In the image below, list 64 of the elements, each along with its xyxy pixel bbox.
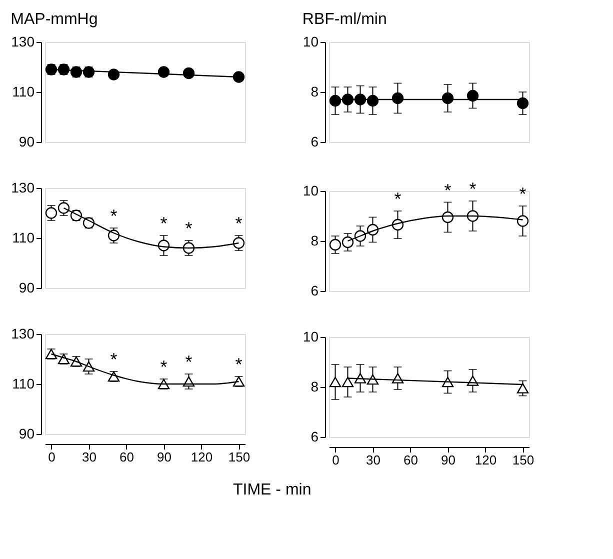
y-tick-label: 10	[302, 328, 319, 344]
annotation: *	[160, 214, 168, 234]
annotation: *	[185, 218, 192, 238]
y-tick-label: 110	[12, 230, 35, 246]
y-tick-label: 8	[310, 232, 319, 248]
annotation: *	[185, 352, 192, 372]
y-tick-label: 6	[310, 134, 319, 150]
point	[329, 94, 342, 107]
point	[516, 97, 529, 110]
x-tick-label: 150	[228, 450, 250, 464]
y-tick-label: 6	[310, 428, 319, 444]
point	[108, 68, 120, 80]
point	[329, 376, 342, 388]
y-tick-label: 8	[310, 84, 319, 100]
point	[342, 94, 354, 106]
x-tick-label: 120	[190, 450, 213, 464]
x-tick-label: 30	[366, 452, 380, 468]
y-tick-label: 110	[12, 84, 35, 100]
point	[232, 71, 245, 83]
x-tick-label: 120	[474, 452, 497, 468]
point	[442, 92, 454, 104]
point	[45, 207, 58, 219]
x-tick-label: 60	[120, 450, 134, 464]
point	[182, 67, 195, 80]
point	[366, 94, 379, 107]
point	[516, 383, 529, 394]
point	[158, 66, 170, 78]
annotation: *	[235, 214, 242, 234]
x-tick-label: 0	[332, 452, 340, 468]
y-tick-label: 90	[18, 280, 35, 296]
point	[516, 215, 529, 227]
y-tick-label: 6	[310, 282, 319, 298]
chart-title: RBF-ml/min	[302, 11, 387, 28]
x-tick-label: 60	[404, 452, 418, 468]
x-axis-title: TIME - min	[233, 482, 312, 498]
x-tick-label: 0	[48, 450, 56, 464]
annotation: *	[235, 354, 242, 374]
annotation: *	[110, 206, 118, 226]
annotation: *	[394, 189, 402, 209]
point	[342, 376, 354, 388]
y-tick-label: 10	[302, 34, 319, 50]
x-tick-label: 90	[157, 450, 172, 464]
point	[329, 238, 342, 251]
annotation: *	[519, 184, 526, 204]
y-tick-label: 90	[18, 134, 35, 150]
annotation: *	[160, 357, 168, 377]
y-tick-label: 10	[302, 182, 319, 198]
y-tick-label: 110	[12, 376, 35, 392]
x-tick-label: 150	[512, 452, 534, 468]
y-tick-label: 130	[11, 34, 35, 50]
point	[466, 90, 479, 102]
point	[342, 236, 354, 248]
annotation: *	[110, 350, 118, 370]
x-tick-label: 90	[441, 452, 456, 468]
x-tick-label: 30	[82, 450, 96, 464]
chart-title: MAP-mmHg	[10, 11, 98, 28]
y-tick-label: 130	[11, 326, 35, 342]
point	[392, 92, 404, 104]
annotation: *	[469, 179, 476, 199]
annotation: *	[444, 180, 452, 200]
y-tick-label: 130	[11, 180, 35, 196]
point	[354, 94, 366, 106]
y-tick-label: 8	[310, 378, 319, 394]
y-tick-label: 90	[18, 426, 35, 442]
